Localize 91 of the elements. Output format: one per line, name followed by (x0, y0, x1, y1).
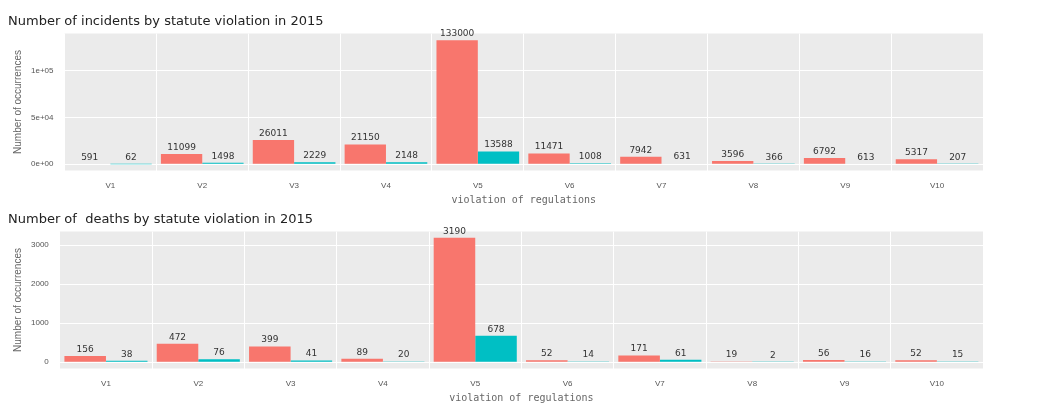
bar (618, 355, 660, 362)
data-label: 133000 (439, 27, 475, 38)
x-axis-title: violation of regulations (449, 391, 594, 403)
x-tick-label: V1 (105, 181, 116, 191)
data-label: 62 (125, 152, 137, 163)
x-tick-label: V3 (285, 379, 297, 389)
data-label: 11099 (167, 141, 197, 152)
bar (156, 343, 199, 362)
data-label: 38 (121, 348, 133, 359)
chart-title: Number of deaths by statute violation in 2015 (8, 211, 314, 227)
bar (712, 160, 754, 164)
data-label: 16 (859, 349, 872, 360)
data-label: 3190 (443, 225, 467, 236)
x-tick-label: V7 (654, 379, 666, 389)
data-label: 6792 (813, 145, 837, 156)
bar (895, 159, 938, 164)
x-tick-label: V1 (101, 379, 112, 389)
data-label: 207 (949, 151, 967, 162)
x-tick-label: V2 (193, 379, 204, 389)
data-label: 5317 (904, 147, 928, 158)
data-label: 20 (397, 349, 410, 360)
data-label: 156 (76, 343, 95, 354)
data-label: 1498 (211, 150, 235, 161)
data-label: 52 (541, 347, 553, 358)
x-tick-label: V9 (840, 181, 851, 191)
x-tick-label: V3 (289, 181, 300, 191)
bar (198, 359, 240, 362)
bar (249, 346, 291, 362)
y-tick-label: 3000 (31, 240, 50, 250)
x-tick-label: V5 (472, 181, 484, 191)
data-label: 26011 (259, 127, 288, 138)
x-tick-label: V10 (929, 181, 945, 191)
data-label: 11471 (534, 141, 564, 152)
y-tick-label: 2000 (31, 279, 50, 289)
data-label: 171 (630, 343, 648, 354)
bar (528, 153, 570, 164)
data-label: 399 (261, 334, 279, 345)
data-label: 14 (582, 349, 595, 360)
y-tick-label: 0e+00 (31, 159, 55, 169)
bar (341, 358, 383, 362)
data-label: 2148 (395, 150, 419, 161)
bar (344, 144, 386, 164)
data-label: 613 (857, 151, 875, 162)
x-tick-label: V4 (381, 181, 392, 191)
data-label: 19 (725, 349, 738, 360)
data-label: 678 (487, 323, 505, 334)
data-label: 61 (674, 347, 687, 358)
bar (252, 139, 295, 164)
bar (64, 356, 106, 362)
x-tick-label: V5 (470, 379, 481, 389)
x-tick-label: V6 (564, 181, 576, 191)
data-label: 15 (951, 349, 964, 360)
data-label: 3596 (721, 148, 745, 159)
bar (477, 151, 520, 164)
x-tick-label: V10 (929, 379, 945, 389)
data-label: 631 (673, 151, 691, 162)
bar (433, 237, 476, 362)
y-tick-label: 1e+05 (31, 66, 55, 76)
data-label: 472 (168, 331, 187, 342)
x-tick-label: V8 (747, 379, 758, 389)
data-label: 1008 (578, 151, 603, 162)
y-axis-title: Number of occurrences (11, 248, 23, 352)
data-label: 21150 (350, 132, 380, 143)
bar (620, 156, 662, 164)
data-label: 366 (765, 151, 783, 162)
x-tick-label: V8 (748, 181, 759, 191)
bar (160, 153, 203, 164)
data-label: 76 (213, 347, 226, 358)
data-label: 41 (305, 348, 318, 359)
data-label: 591 (81, 151, 99, 162)
data-label: 13588 (484, 139, 514, 150)
y-tick-label: 1000 (31, 318, 50, 328)
bar (475, 335, 517, 362)
y-tick-label: 0 (44, 357, 50, 367)
x-tick-label: V9 (839, 379, 850, 389)
data-label: 52 (910, 347, 922, 358)
y-tick-label: 5e+04 (31, 112, 55, 122)
data-label: 2229 (303, 150, 327, 160)
x-axis-title: violation of regulations (451, 193, 596, 205)
bar (803, 157, 846, 164)
data-label: 2 (770, 349, 776, 360)
x-tick-label: V2 (197, 181, 208, 191)
x-tick-label: V7 (656, 181, 667, 191)
chart-title: Number of incidents by statute violation in 2015 (8, 13, 324, 29)
bar (436, 40, 478, 164)
x-tick-label: V4 (378, 379, 389, 389)
data-label: 56 (818, 347, 830, 358)
data-label: 7942 (629, 144, 653, 155)
data-label: 89 (356, 346, 369, 357)
x-tick-label: V6 (562, 379, 573, 389)
y-axis-title: Number of occurrences (11, 50, 23, 154)
